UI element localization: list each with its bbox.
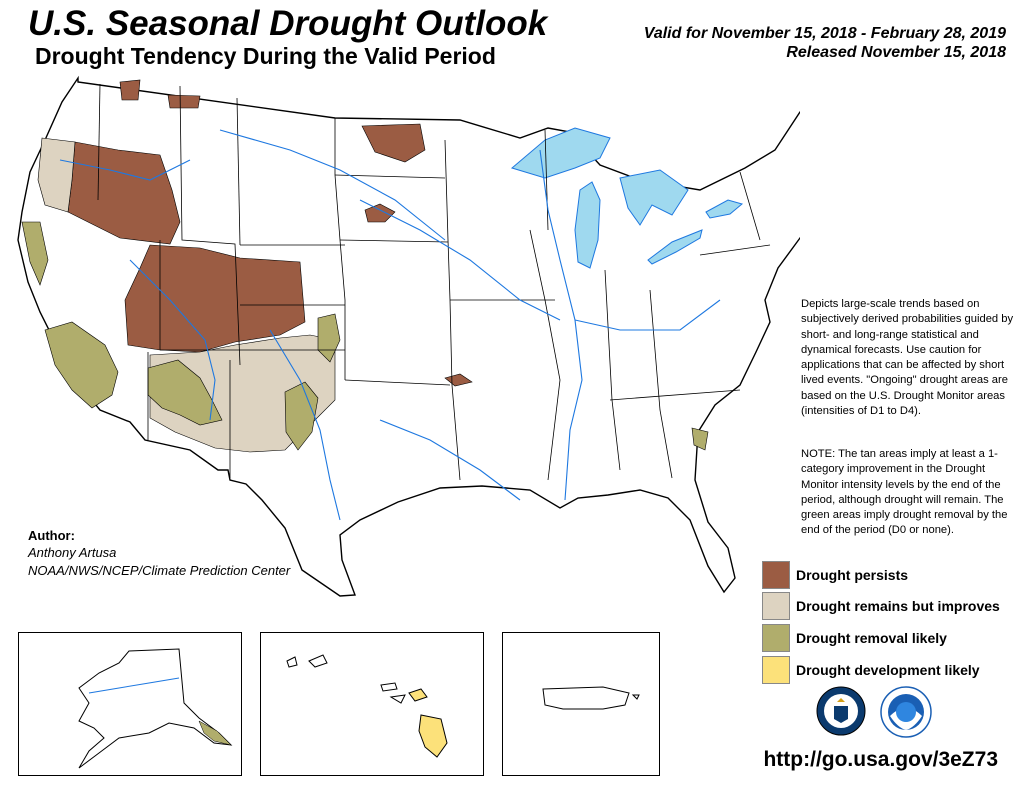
- author-label: Author:: [28, 528, 75, 543]
- legend-label: Drought removal likely: [796, 630, 947, 646]
- rivers: [59, 129, 721, 521]
- legend-label: Drought persists: [796, 567, 909, 583]
- short-url-link[interactable]: http://go.usa.gov/3eZ73: [763, 748, 998, 771]
- hawaii-inset: [260, 632, 484, 776]
- legend-label: Drought development likely: [796, 662, 980, 678]
- noaa-logo-icon: [880, 686, 932, 738]
- lake-ontario: [705, 199, 744, 219]
- region-removal-new-mexico: [284, 381, 319, 451]
- legend-swatch: [762, 624, 790, 652]
- legend-item-development: Drought development likely: [762, 656, 980, 684]
- puerto-rico-inset: [502, 632, 660, 776]
- author-org: NOAA/NWS/NCEP/Climate Prediction Center: [28, 563, 291, 578]
- region-removal-carolina-coast: [691, 427, 709, 451]
- page-subtitle: Drought Tendency During the Valid Period: [35, 43, 496, 69]
- doc-seal-icon: [816, 686, 866, 736]
- lake-superior: [510, 127, 611, 179]
- legend-item-removal: Drought removal likely: [762, 624, 947, 652]
- lake-huron: [619, 169, 689, 226]
- puerto-rico-map: [542, 686, 640, 710]
- region-improves-pacific-nw: [37, 137, 76, 213]
- us-outline: [17, 75, 800, 597]
- legend-label: Drought remains but improves: [796, 598, 1000, 614]
- legend-item-persists: Drought persists: [762, 561, 908, 589]
- legend-swatch: [762, 656, 790, 684]
- region-removal-california-coast: [21, 221, 49, 286]
- valid-period: Valid for November 15, 2018 - February 2…: [643, 25, 1006, 42]
- description-text: Depicts large-scale trends based on subj…: [801, 298, 1014, 418]
- region-persists-northern-rockies: [119, 79, 141, 101]
- region-persists-south-dakota: [364, 203, 396, 223]
- alaska-inset: [18, 632, 242, 776]
- legend-swatch: [762, 592, 790, 620]
- region-persists-intermountain: [124, 244, 306, 353]
- conus-map: [17, 75, 800, 597]
- region-removal-california-south: [44, 321, 119, 409]
- page-title: U.S. Seasonal Drought Outlook: [28, 4, 548, 43]
- alaska-map: [78, 648, 233, 769]
- hawaii-map: [286, 654, 448, 758]
- state-lines: [97, 83, 771, 481]
- legend-item-improves: Drought remains but improves: [762, 592, 1000, 620]
- region-removal-arizona: [147, 359, 223, 426]
- lake-erie: [647, 229, 703, 265]
- region-persists-montana: [167, 94, 201, 109]
- release-date: Released November 15, 2018: [786, 44, 1006, 61]
- legend-swatch: [762, 561, 790, 589]
- author-name: Anthony Artusa: [28, 545, 117, 560]
- region-persists-north-dakota: [361, 123, 426, 163]
- lake-michigan: [574, 181, 601, 269]
- note-text: NOTE: The tan areas imply at least a 1-c…: [801, 448, 1008, 537]
